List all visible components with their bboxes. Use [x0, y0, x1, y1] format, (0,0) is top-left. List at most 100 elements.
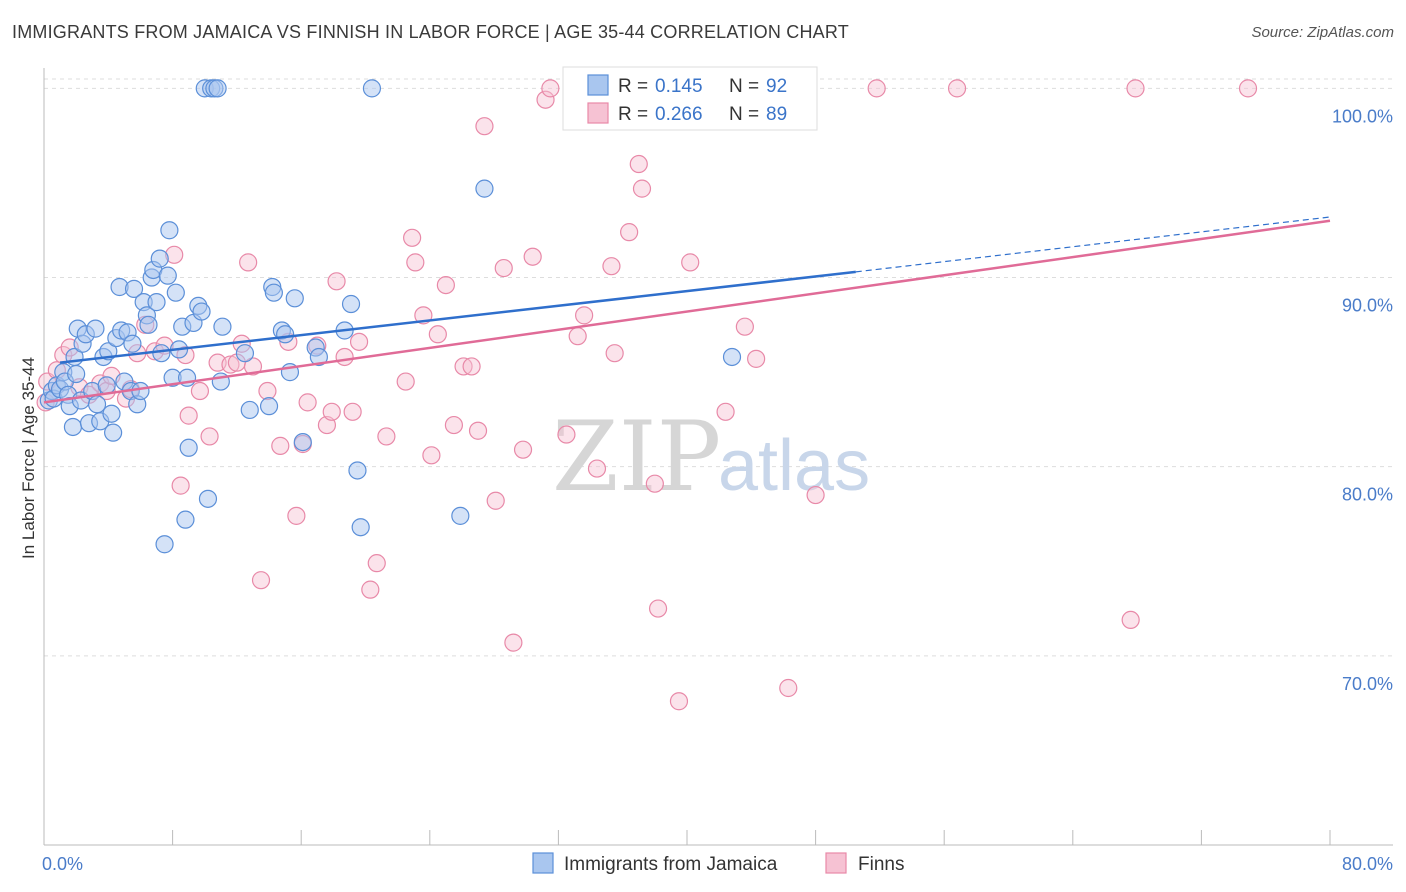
jamaica-point [102, 404, 121, 423]
finns-point [632, 179, 652, 198]
x-tick-label: 0.0% [42, 854, 83, 874]
y-tick-label: 70.0% [1342, 674, 1393, 694]
finns-point [428, 325, 447, 344]
finns-point [343, 402, 362, 421]
jamaica-point [362, 79, 382, 98]
finns-point [239, 253, 258, 272]
jamaica-point [158, 266, 177, 285]
x-tick-labels: 0.0% 80.0% [42, 854, 1393, 874]
finns-point [629, 154, 648, 174]
jamaica-point [351, 518, 370, 537]
jamaica-point [259, 397, 279, 416]
finns-point [947, 79, 967, 98]
jamaica-point [276, 325, 295, 344]
jamaica-point [63, 417, 83, 437]
x-tick-label: 80.0% [1342, 854, 1393, 874]
finns-point [422, 446, 441, 465]
finns-point [475, 117, 494, 136]
finns-point [361, 580, 380, 599]
finns-point [298, 393, 317, 412]
watermark-zip: ZIP [552, 401, 721, 513]
legend: R = 0.145 N = 92 R = 0.266 N = 89 [562, 66, 818, 131]
jamaica-trend-line [59, 270, 856, 364]
finns-trend-line [43, 219, 1331, 404]
axes [43, 68, 1393, 846]
jamaica-point [139, 315, 158, 334]
jamaica-point [348, 461, 367, 480]
finns-point [335, 347, 354, 367]
legend-blue-r-value: 0.145 [655, 76, 703, 97]
finns-point [1238, 79, 1258, 98]
finns-point [587, 459, 607, 478]
bottom-legend-blue-swatch [532, 852, 554, 874]
finns-point [396, 372, 415, 391]
finns-point [681, 253, 700, 272]
finns-point [557, 425, 576, 444]
finns-point [867, 79, 886, 98]
finns-point [513, 440, 533, 459]
jamaica-point [123, 334, 142, 353]
jamaica-point [293, 432, 312, 452]
bottom-legend: Immigrants from Jamaica Finns [532, 852, 904, 875]
finns-point [620, 223, 639, 242]
finns-point [403, 228, 422, 247]
finns-point [436, 275, 455, 295]
finns-point [486, 491, 505, 510]
finns-point [406, 253, 425, 272]
finns-point [251, 571, 271, 590]
finns-point [648, 599, 668, 618]
legend-blue-n-label: N = [729, 76, 759, 97]
jamaica-point [160, 221, 179, 240]
y-tick-label: 80.0% [1342, 485, 1393, 505]
legend-blue-swatch [587, 74, 609, 96]
jamaica-points [39, 79, 742, 554]
finns-point [1121, 610, 1140, 630]
jamaica-point [285, 289, 304, 308]
finns-point [541, 79, 560, 98]
finns-point [575, 306, 594, 325]
finns-point [504, 633, 523, 652]
finns-point [221, 355, 240, 374]
jamaica-trend-extension [855, 216, 1331, 273]
finns-point [271, 436, 290, 455]
finns-point [494, 258, 513, 278]
jamaica-point [722, 347, 742, 367]
jamaica-point [155, 535, 174, 554]
finns-point [669, 692, 689, 711]
finns-point [605, 344, 624, 363]
finns-point [171, 476, 190, 495]
finns-point [747, 349, 766, 368]
jamaica-point [147, 293, 166, 312]
legend-pink-swatch [587, 102, 609, 124]
bottom-legend-pink-swatch [825, 852, 847, 874]
finns-point [322, 402, 341, 421]
finns-point [377, 427, 396, 446]
finns-point [806, 485, 825, 505]
y-tick-labels: 70.0% 80.0% 90.0% 100.0% [1332, 106, 1393, 693]
jamaica-point [264, 283, 283, 302]
jamaica-point [475, 179, 494, 198]
finns-point [468, 421, 488, 440]
finns-point [444, 415, 464, 435]
legend-blue-n-value: 92 [766, 76, 787, 97]
y-axis-title: In Labor Force | Age 35-44 [19, 357, 38, 559]
finns-point [462, 357, 481, 376]
jamaica-point [309, 347, 328, 367]
jamaica-point [131, 381, 150, 401]
jamaica-point [104, 423, 123, 442]
jamaica-point [192, 302, 211, 321]
trend-lines [43, 216, 1331, 404]
finns-point [568, 327, 587, 346]
jamaica-point [198, 489, 218, 508]
finns-point [716, 402, 735, 421]
chart-title: IMMIGRANTS FROM JAMAICA VS FINNISH IN LA… [12, 22, 849, 42]
jamaica-point [176, 510, 195, 529]
finns-point [523, 247, 542, 266]
jamaica-point [152, 344, 171, 363]
finns-point [243, 357, 263, 376]
finns-point [349, 332, 369, 351]
finns-point [258, 381, 277, 401]
finns-point [602, 257, 621, 276]
watermark: ZIP atlas [552, 401, 870, 513]
